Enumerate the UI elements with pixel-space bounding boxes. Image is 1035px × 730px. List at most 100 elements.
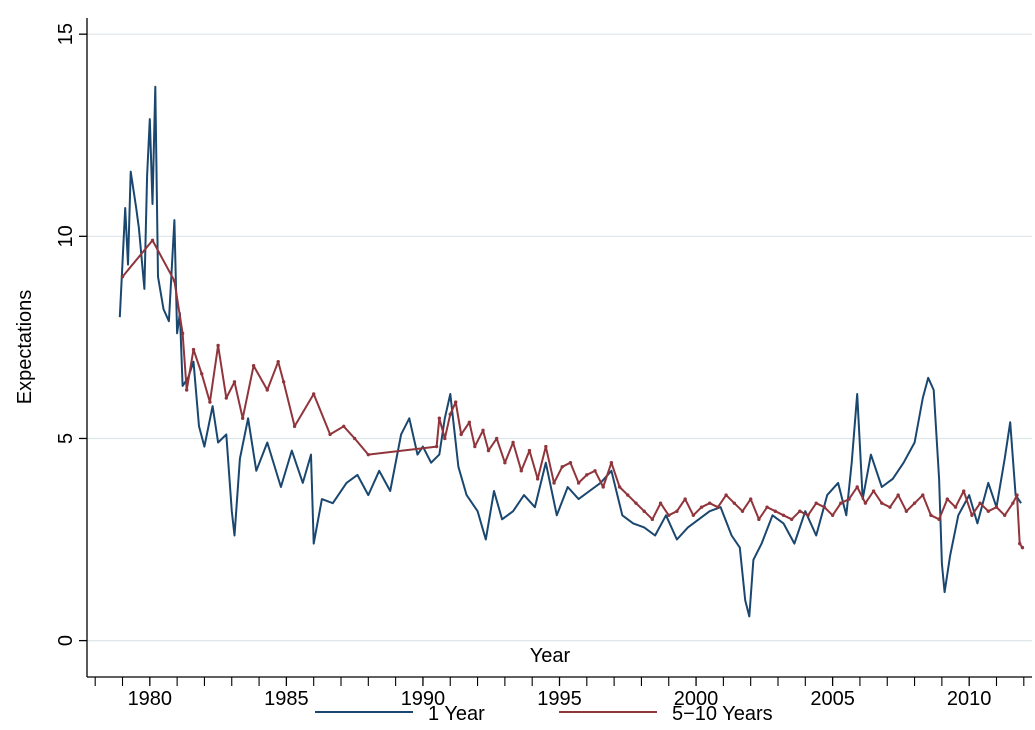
series-point-5-10-years — [945, 497, 950, 501]
y-axis-title: Expectations — [14, 290, 36, 405]
series-point-5-10-years — [240, 416, 245, 420]
series-point-5-10-years — [172, 279, 177, 283]
series-point-5-10-years — [191, 347, 196, 352]
series-lines — [118, 85, 1025, 618]
series-point-5-10-years — [443, 436, 447, 441]
series-point-5-10-years — [511, 440, 515, 445]
series-point-5-10-years — [822, 505, 827, 509]
series-point-5-10-years — [519, 469, 523, 473]
x-axis-title: Year — [530, 645, 571, 667]
y-tick-label: 0 — [55, 635, 77, 646]
axes — [86, 18, 1032, 678]
series-point-5-10-years — [765, 505, 769, 509]
series-point-5-10-years — [568, 461, 573, 465]
series-point-5-10-years — [200, 372, 204, 376]
series-point-5-10-years — [675, 509, 679, 513]
series-point-5-10-years — [904, 509, 909, 513]
series-point-5-10-years — [732, 501, 736, 505]
series-point-5-10-years — [208, 400, 212, 404]
series-point-5-10-years — [352, 436, 357, 441]
series-point-5-10-years — [120, 275, 125, 279]
series-point-5-10-years — [642, 509, 646, 513]
x-tick-label: 1980 — [128, 688, 173, 710]
series-point-5-10-years — [896, 493, 900, 497]
series-point-5-10-years — [814, 501, 818, 505]
series-point-5-10-years — [276, 359, 280, 364]
series-point-5-10-years — [448, 412, 452, 416]
series-point-5-10-years — [486, 448, 491, 453]
series-point-5-10-years — [617, 485, 622, 489]
series-point-5-10-years — [634, 501, 638, 505]
series-point-5-10-years — [1015, 493, 1019, 497]
series-point-5-10-years — [748, 497, 753, 501]
series-line-5-10-years — [121, 239, 1024, 549]
series-point-5-10-years — [265, 388, 269, 392]
series-point-5-10-years — [871, 489, 876, 493]
series-point-5-10-years — [1002, 513, 1007, 517]
legend-label-1-year: 1 Year — [428, 703, 485, 725]
series-point-5-10-years — [434, 444, 439, 449]
x-tick-label: 1995 — [537, 688, 582, 710]
series-point-5-10-years — [576, 481, 581, 485]
series-point-5-10-years — [626, 493, 630, 497]
series-point-5-10-years — [311, 392, 316, 396]
series-point-5-10-years — [716, 505, 720, 509]
series-point-5-10-years — [150, 238, 155, 243]
series-point-5-10-years — [806, 513, 810, 517]
series-point-5-10-years — [180, 331, 185, 336]
series-point-5-10-years — [585, 473, 589, 477]
series-line-1-year — [118, 85, 1022, 618]
series-point-5-10-years — [847, 497, 851, 501]
series-point-5-10-years — [888, 505, 892, 509]
series-point-5-10-years — [481, 428, 485, 433]
series-point-5-10-years — [184, 388, 189, 392]
x-tick-label: 1985 — [264, 688, 309, 710]
series-point-5-10-years — [1011, 501, 1015, 505]
series-point-5-10-years — [503, 461, 507, 465]
series-point-5-10-years — [224, 396, 228, 400]
series-point-5-10-years — [437, 416, 442, 420]
series-point-5-10-years — [789, 517, 794, 522]
series-point-5-10-years — [366, 452, 371, 457]
series-point-5-10-years — [839, 501, 843, 505]
gridlines — [87, 33, 1032, 642]
series-point-5-10-years — [994, 505, 999, 509]
y-tick-label: 15 — [55, 23, 77, 45]
series-point-5-10-years — [929, 513, 933, 517]
x-tick-label: 2005 — [810, 688, 855, 710]
series-point-5-10-years — [251, 363, 256, 368]
series-point-5-10-years — [601, 485, 605, 489]
series-point-5-10-years — [855, 485, 859, 489]
series-point-5-10-years — [830, 513, 835, 517]
series-point-5-10-years — [216, 343, 220, 348]
series-point-5-10-years — [773, 509, 777, 513]
series-point-5-10-years — [880, 501, 884, 505]
x-tick-label: 1990 — [401, 688, 446, 710]
x-tick-label: 2000 — [674, 688, 719, 710]
series-point-5-10-years — [459, 432, 463, 437]
series-point-5-10-years — [962, 489, 966, 493]
legend-label-5-10-years: 5−10 Years — [672, 703, 773, 725]
series-point-5-10-years — [650, 517, 655, 522]
series-point-5-10-years — [978, 501, 982, 505]
series-point-5-10-years — [970, 513, 974, 517]
series-point-5-10-years — [560, 465, 564, 469]
series-point-5-10-years — [781, 513, 786, 517]
series-point-5-10-years — [757, 517, 761, 522]
y-tick-label: 5 — [55, 433, 77, 444]
series-point-5-10-years — [724, 493, 728, 497]
series-point-5-10-years — [798, 509, 802, 513]
series-point-5-10-years — [544, 444, 548, 449]
series-point-5-10-years — [740, 509, 745, 513]
series-point-5-10-years — [552, 481, 556, 485]
series-point-5-10-years — [467, 420, 472, 424]
series-point-5-10-years — [527, 448, 532, 453]
series-point-5-10-years — [699, 505, 704, 509]
series-point-5-10-years — [708, 501, 712, 505]
series-point-5-10-years — [1018, 541, 1022, 546]
legend: 1 Year 5−10 Years — [315, 703, 773, 725]
series-point-5-10-years — [494, 436, 499, 441]
tick-marks: 0 5 10 15 1980 1985 1990 1995 2000 2005 2010 — [55, 23, 1025, 710]
